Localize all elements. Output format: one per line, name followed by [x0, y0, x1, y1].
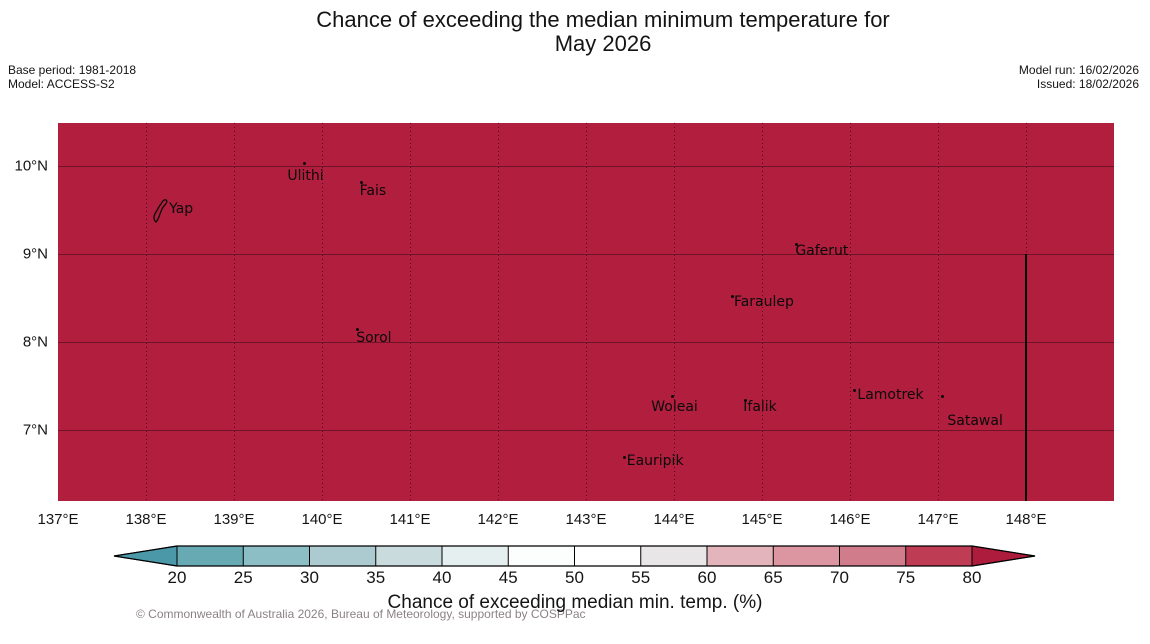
- meridian-gridline-140E: [322, 123, 323, 501]
- meta-left: Base period: 1981-2018 Model: ACCESS-S2: [8, 63, 137, 91]
- parallel-gridline-9N: [58, 254, 1114, 255]
- colorbar-tick-65: 65: [763, 568, 783, 587]
- island-marker-faraulep: [731, 294, 735, 298]
- title-line-1: Chance of exceeding the median minimum t…: [316, 7, 890, 32]
- x-tick-139E: 139°E: [213, 511, 255, 528]
- island-label-gaferut: Gaferut: [795, 243, 849, 260]
- colorbar-tick-25: 25: [233, 568, 253, 587]
- x-tick-140E: 140°E: [301, 511, 343, 528]
- colorbar-segment-70-75: [839, 546, 906, 566]
- island-marker-lamotrek: [852, 388, 856, 392]
- x-tick-146E: 146°E: [829, 511, 871, 528]
- island-label-sorol: Sorol: [356, 329, 392, 346]
- x-tick-147E: 147°E: [917, 511, 959, 528]
- colorbar-tick-80: 80: [962, 568, 982, 587]
- x-tick-142E: 142°E: [477, 511, 519, 528]
- island-label-eauripik: Eauripik: [626, 453, 684, 470]
- island-marker-eauripik: [623, 455, 627, 459]
- y-tick-7N: 7°N: [22, 421, 48, 439]
- meridian-gridline-144E: [674, 123, 675, 501]
- colorbar-segment-20-25: [177, 546, 244, 566]
- boundary-line-148E: [1025, 254, 1027, 501]
- island-marker-satawal: [940, 395, 944, 399]
- island-marker-fais: [360, 181, 364, 185]
- island-marker-ulithi: [302, 161, 306, 165]
- island-marker-woleai: [670, 395, 674, 399]
- meridian-gridline-147E: [938, 123, 939, 501]
- meridian-gridline-146E: [850, 123, 851, 501]
- colorbar-axis-label: Chance of exceeding median min. temp. (%…: [387, 592, 763, 613]
- island-label-woleai: Woleai: [651, 398, 698, 415]
- colorbar-tick-70: 70: [830, 568, 849, 587]
- colorbar-segment-55-60: [640, 546, 707, 566]
- island-label-ifalik: Ifalik: [743, 399, 777, 416]
- colorbar-segment-25-30: [243, 546, 310, 566]
- x-tick-143E: 143°E: [565, 511, 607, 528]
- colorbar-tick-35: 35: [366, 568, 386, 587]
- colorbar-tick-30: 30: [300, 568, 319, 587]
- title-line-2: May 2026: [554, 31, 652, 56]
- y-tick-8N: 8°N: [22, 333, 48, 351]
- island-label-faraulep: Faraulep: [733, 294, 794, 311]
- x-tick-137E: 137°E: [37, 511, 79, 528]
- colorbar-tick-60: 60: [697, 568, 717, 587]
- island-label-satawal: Satawal: [947, 412, 1003, 429]
- meridian-gridline-139E: [234, 123, 235, 501]
- colorbar-segment-65-70: [773, 546, 840, 566]
- meta-right: Model run: 16/02/2026 Issued: 18/02/2026: [1018, 63, 1139, 91]
- island-label-yap: Yap: [169, 201, 194, 217]
- meridian-gridline-141E: [410, 123, 411, 501]
- colorbar-segment-45-50: [508, 546, 575, 566]
- colorbar-tick-50: 50: [565, 568, 584, 587]
- model-run-text: Model run: 16/02/2026: [1018, 63, 1139, 77]
- x-tick-148E: 148°E: [1005, 511, 1047, 528]
- island-marker-gaferut: [794, 242, 798, 246]
- parallel-gridline-10N: [58, 166, 1114, 167]
- colorbar-tick-75: 75: [896, 568, 916, 587]
- colorbar-outline: [113, 545, 1036, 567]
- x-tick-141E: 141°E: [389, 511, 431, 528]
- island-label-fais: Fais: [359, 182, 387, 199]
- meridian-gridline-143E: [586, 123, 587, 501]
- page-title: Chance of exceeding the median minimum t…: [56, 8, 1150, 56]
- colorbar-segment-30-35: [309, 546, 376, 566]
- model-text: Model: ACCESS-S2: [8, 76, 115, 91]
- colorbar-tick-40: 40: [432, 568, 452, 587]
- colorbar-tick-55: 55: [631, 568, 651, 587]
- colorbar-over-arrow: [971, 545, 1036, 567]
- island-label-lamotrek: Lamotrek: [857, 387, 924, 404]
- colorbar-under-arrow: [113, 545, 178, 567]
- island-label-ulithi: Ulithi: [287, 168, 324, 185]
- colorbar-tick-45: 45: [498, 568, 518, 587]
- x-tick-144E: 144°E: [653, 511, 695, 528]
- colorbar-segment-50-55: [574, 546, 641, 566]
- map-plot-area: © Commonwealth of Australia 2026, Bureau…: [58, 123, 1114, 621]
- colorbar-segment-40-45: [442, 546, 509, 566]
- copyright-text: © Commonwealth of Australia 2026, Bureau…: [136, 607, 586, 621]
- x-tick-145E: 145°E: [741, 511, 783, 528]
- colorbar-segment-60-65: [707, 546, 774, 566]
- colorbar-segment-75-80: [905, 546, 972, 566]
- island-marker-ifalik: [743, 398, 747, 402]
- meridian-gridline-142E: [498, 123, 499, 501]
- parallel-gridline-7N: [58, 430, 1114, 431]
- y-tick-9N: 9°N: [22, 245, 48, 263]
- colorbar-segment-35-40: [375, 546, 442, 566]
- y-tick-10N: 10°N: [14, 157, 48, 175]
- island-marker-sorol: [355, 328, 359, 332]
- base-period-text: Base period: 1981-2018: [8, 63, 137, 77]
- colorbar-svg: [113, 545, 1036, 567]
- yap-island-outline-icon: [153, 199, 168, 223]
- meridian-gridline-138E: [146, 123, 147, 501]
- issued-text: Issued: 18/02/2026: [1036, 76, 1139, 91]
- parallel-gridline-8N: [58, 342, 1114, 343]
- x-tick-138E: 138°E: [125, 511, 167, 528]
- colorbar-tick-20: 20: [167, 568, 187, 587]
- meridian-gridline-145E: [762, 123, 763, 501]
